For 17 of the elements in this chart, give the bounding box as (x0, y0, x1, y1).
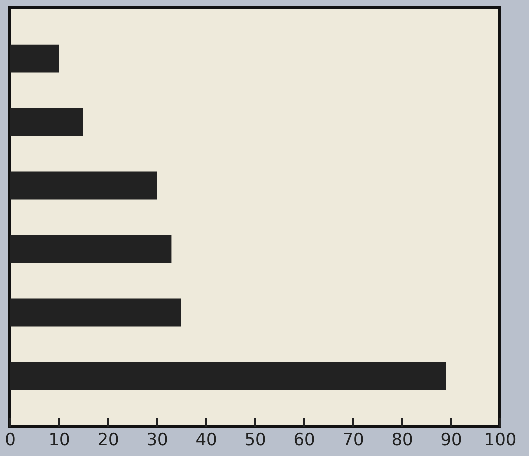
bar (10, 108, 84, 136)
x-tick-label: 30 (146, 430, 168, 450)
x-tick-label: 10 (48, 430, 70, 450)
x-tick-label: 50 (244, 430, 266, 450)
bar (10, 298, 182, 327)
bar (10, 44, 59, 73)
x-tick-label: 80 (392, 430, 414, 450)
x-tick-label: 60 (294, 430, 316, 450)
x-tick-label: 90 (440, 430, 462, 450)
bar (10, 235, 172, 264)
bar (10, 362, 446, 390)
bar (10, 172, 157, 200)
x-tick-label: 0 (5, 430, 16, 450)
x-tick-label: 70 (342, 430, 364, 450)
x-tick-label: 40 (196, 430, 218, 450)
x-tick-label: 100 (484, 430, 517, 450)
x-tick-label: 20 (98, 430, 120, 450)
